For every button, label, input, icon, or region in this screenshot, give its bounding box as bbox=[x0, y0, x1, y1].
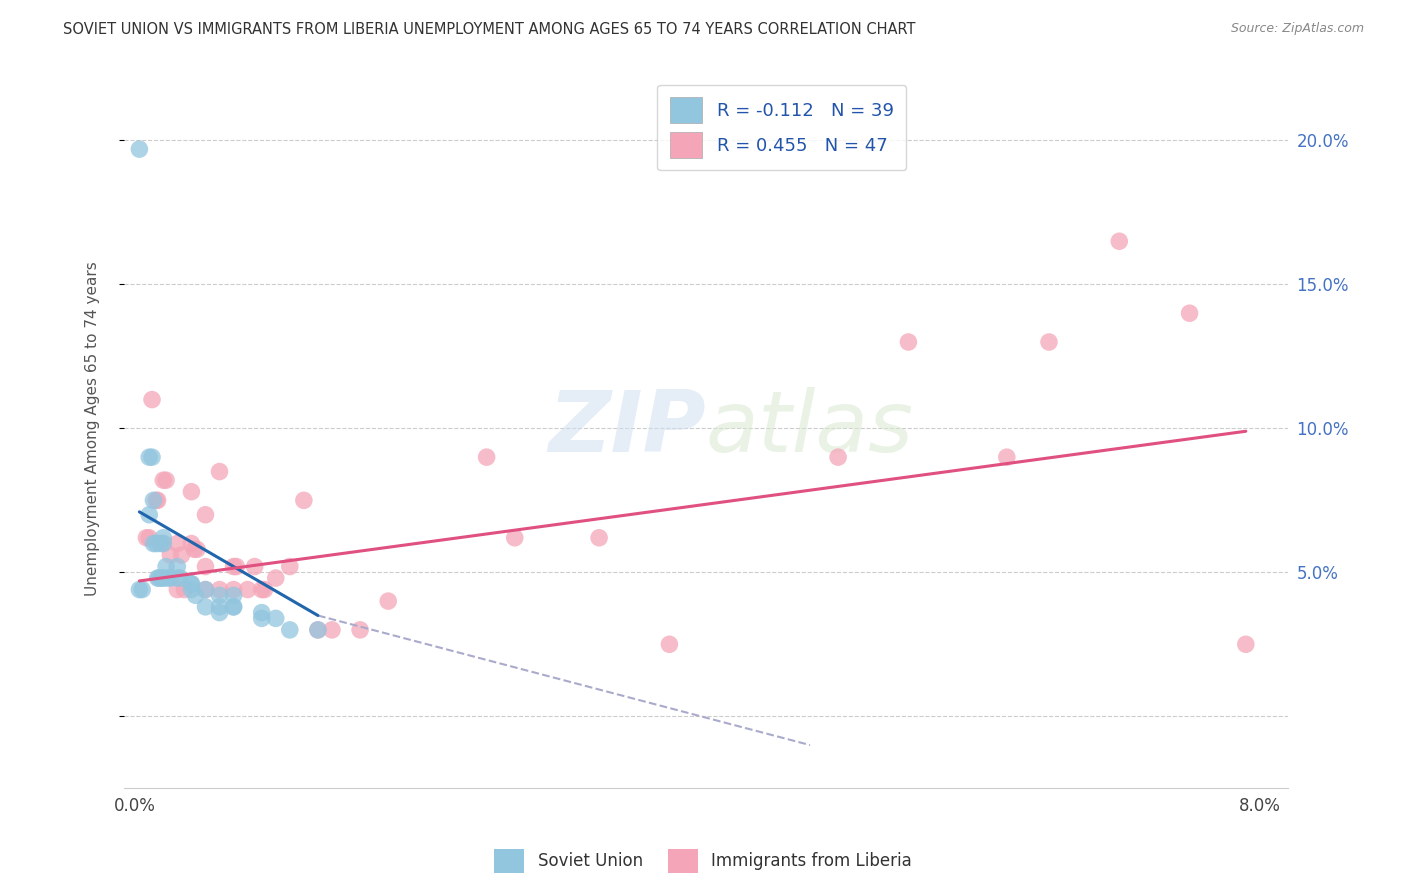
Point bbox=[1108, 234, 1130, 248]
Point bbox=[148, 571, 170, 585]
Point bbox=[170, 548, 193, 562]
Point bbox=[152, 536, 174, 550]
Point bbox=[225, 559, 247, 574]
Point bbox=[243, 559, 266, 574]
Point bbox=[152, 473, 174, 487]
Point bbox=[658, 637, 681, 651]
Point bbox=[349, 623, 371, 637]
Point bbox=[307, 623, 329, 637]
Point bbox=[169, 571, 191, 585]
Text: ZIP: ZIP bbox=[548, 387, 706, 470]
Point bbox=[1234, 637, 1257, 651]
Point bbox=[141, 392, 163, 407]
Point bbox=[194, 582, 217, 597]
Point bbox=[156, 571, 179, 585]
Point bbox=[264, 611, 287, 625]
Text: SOVIET UNION VS IMMIGRANTS FROM LIBERIA UNEMPLOYMENT AMONG AGES 65 TO 74 YEARS C: SOVIET UNION VS IMMIGRANTS FROM LIBERIA … bbox=[63, 22, 915, 37]
Point bbox=[138, 450, 160, 465]
Point bbox=[159, 548, 181, 562]
Point bbox=[897, 334, 920, 349]
Point bbox=[183, 542, 205, 557]
Point bbox=[208, 582, 231, 597]
Point bbox=[180, 536, 202, 550]
Legend: R = -0.112   N = 39, R = 0.455   N = 47: R = -0.112 N = 39, R = 0.455 N = 47 bbox=[657, 85, 907, 170]
Point bbox=[1178, 306, 1201, 320]
Point bbox=[475, 450, 498, 465]
Y-axis label: Unemployment Among Ages 65 to 74 years: Unemployment Among Ages 65 to 74 years bbox=[86, 261, 100, 596]
Point bbox=[278, 559, 301, 574]
Point bbox=[222, 588, 245, 602]
Point bbox=[321, 623, 343, 637]
Point bbox=[184, 588, 207, 602]
Point bbox=[180, 577, 202, 591]
Point bbox=[166, 571, 188, 585]
Point bbox=[307, 623, 329, 637]
Point bbox=[152, 531, 174, 545]
Point bbox=[588, 531, 610, 545]
Point bbox=[208, 588, 231, 602]
Point bbox=[142, 493, 165, 508]
Point bbox=[1038, 334, 1060, 349]
Point bbox=[155, 559, 177, 574]
Point bbox=[149, 536, 172, 550]
Point bbox=[135, 531, 157, 545]
Point bbox=[995, 450, 1018, 465]
Point bbox=[166, 536, 188, 550]
Point bbox=[155, 473, 177, 487]
Point bbox=[194, 599, 217, 614]
Point bbox=[503, 531, 526, 545]
Point bbox=[173, 582, 195, 597]
Text: Source: ZipAtlas.com: Source: ZipAtlas.com bbox=[1230, 22, 1364, 36]
Point bbox=[236, 582, 259, 597]
Point bbox=[152, 536, 174, 550]
Point bbox=[250, 606, 273, 620]
Point bbox=[222, 582, 245, 597]
Point bbox=[208, 465, 231, 479]
Point bbox=[152, 571, 174, 585]
Point bbox=[180, 582, 202, 597]
Point bbox=[222, 559, 245, 574]
Point bbox=[827, 450, 849, 465]
Point bbox=[146, 571, 169, 585]
Point bbox=[131, 582, 153, 597]
Point bbox=[145, 493, 167, 508]
Point bbox=[180, 577, 202, 591]
Point bbox=[278, 623, 301, 637]
Point bbox=[222, 599, 245, 614]
Legend: Soviet Union, Immigrants from Liberia: Soviet Union, Immigrants from Liberia bbox=[488, 842, 918, 880]
Point bbox=[194, 582, 217, 597]
Point bbox=[208, 599, 231, 614]
Point bbox=[128, 142, 150, 156]
Text: atlas: atlas bbox=[706, 387, 914, 470]
Point bbox=[208, 606, 231, 620]
Point bbox=[166, 559, 188, 574]
Point bbox=[377, 594, 399, 608]
Point bbox=[159, 571, 181, 585]
Point bbox=[138, 508, 160, 522]
Point bbox=[150, 571, 173, 585]
Point bbox=[253, 582, 276, 597]
Point bbox=[194, 508, 217, 522]
Point bbox=[180, 484, 202, 499]
Point bbox=[292, 493, 315, 508]
Point bbox=[194, 559, 217, 574]
Point bbox=[264, 571, 287, 585]
Point bbox=[186, 542, 208, 557]
Point bbox=[146, 493, 169, 508]
Point bbox=[250, 582, 273, 597]
Point bbox=[138, 531, 160, 545]
Point bbox=[166, 582, 188, 597]
Point bbox=[145, 536, 167, 550]
Point bbox=[142, 536, 165, 550]
Point bbox=[222, 599, 245, 614]
Point bbox=[141, 450, 163, 465]
Point bbox=[250, 611, 273, 625]
Point bbox=[128, 582, 150, 597]
